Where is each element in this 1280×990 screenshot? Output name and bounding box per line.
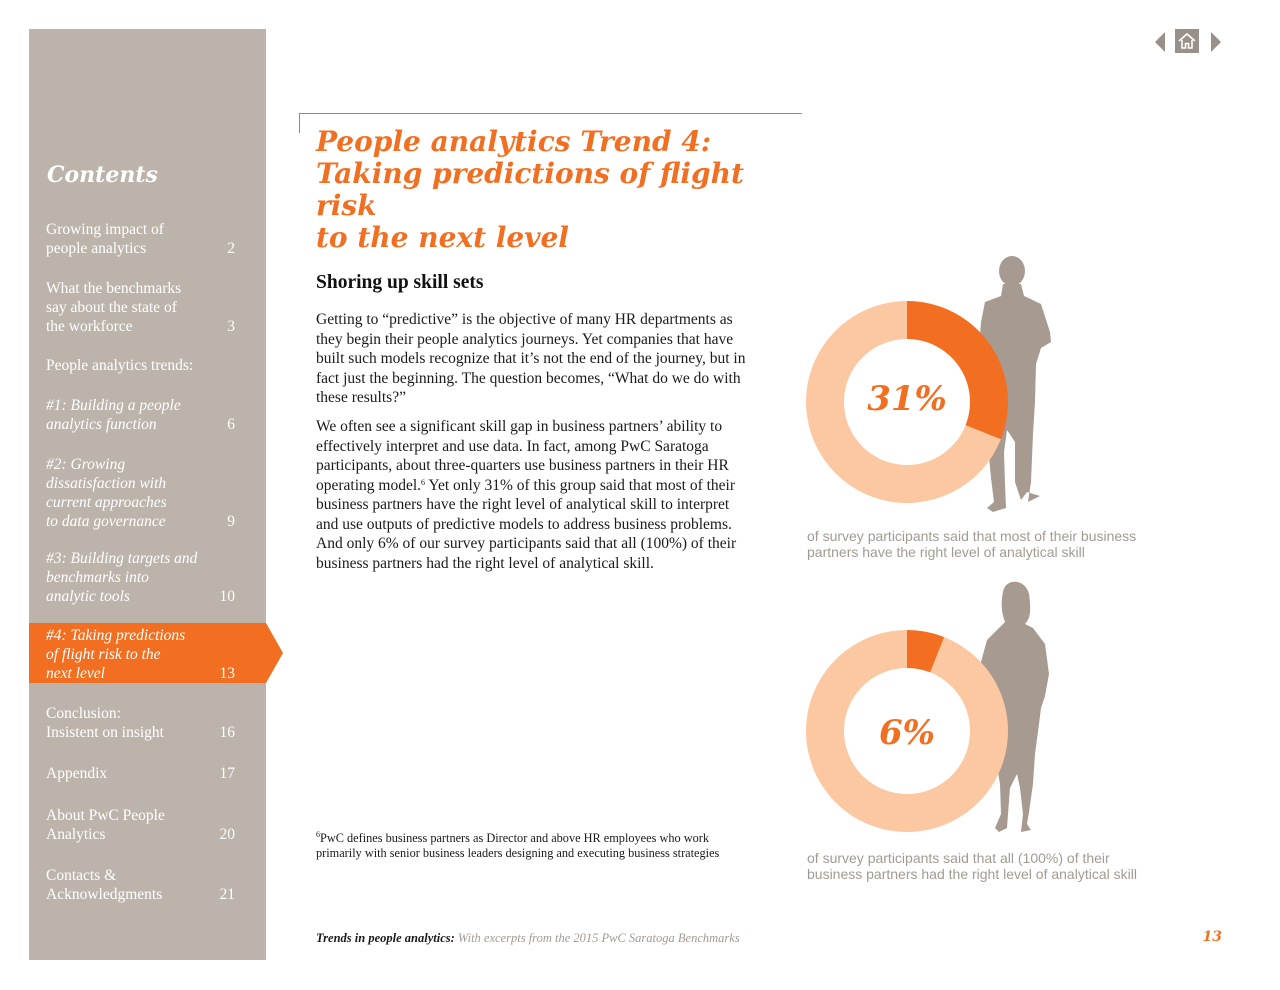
toc-item[interactable]: Conclusion: Insistent on insight 16 xyxy=(29,704,266,742)
footer-subtitle: With excerpts from the 2015 PwC Saratoga… xyxy=(454,931,740,945)
toc-item-label: What the benchmarks say about the state … xyxy=(46,280,182,335)
contents-title: Contents xyxy=(47,162,158,188)
toc-item[interactable]: What the benchmarks say about the state … xyxy=(29,279,266,336)
toc-item[interactable]: About PwC People Analytics 20 xyxy=(29,806,266,844)
footer: Trends in people analytics: With excerpt… xyxy=(316,931,740,946)
toc-item-label: About PwC People Analytics xyxy=(46,807,165,843)
home-icon[interactable] xyxy=(1175,29,1199,53)
stat-value-label: 31% xyxy=(867,379,947,419)
donut-value-segment xyxy=(907,301,1008,440)
toc-item[interactable]: Growing impact of people analytics 2 xyxy=(29,220,266,258)
title-rule xyxy=(299,113,802,114)
toc-item-page: 16 xyxy=(219,724,236,741)
footnote-number: 6 xyxy=(316,830,320,839)
toc-item-page: 13 xyxy=(219,665,236,682)
stat-figure-1: 31% xyxy=(806,256,1051,512)
toc-item-label: Contacts & Acknowledgments xyxy=(46,867,163,903)
toc-item-page: 17 xyxy=(219,765,236,782)
page-number: 13 xyxy=(1202,929,1222,945)
toc-item-page: 10 xyxy=(219,588,236,605)
toc-active-highlight xyxy=(29,623,266,683)
body-paragraph-2-part-b: Yet only 31% of this group said that mos… xyxy=(316,476,737,572)
toc-item[interactable]: #1: Building a people analytics function… xyxy=(29,396,266,434)
man-silhouette-icon xyxy=(979,256,1051,512)
stat-caption-2: of survey participants said that all (10… xyxy=(807,850,1137,882)
toc-item-page: 6 xyxy=(227,416,235,433)
footnote: 6PwC defines business partners as Direct… xyxy=(316,831,736,861)
sidebar: Contents xyxy=(29,29,266,960)
toc-item-page: 20 xyxy=(219,826,236,843)
toc-item-page: 3 xyxy=(227,318,235,335)
body-paragraph-2: We often see a significant skill gap in … xyxy=(316,417,748,573)
toc-item-label: Conclusion: Insistent on insight xyxy=(46,705,164,741)
stat-caption-1: of survey participants said that most of… xyxy=(807,528,1137,560)
title-rule-vertical xyxy=(299,113,300,133)
toc-item[interactable]: People analytics trends: xyxy=(29,356,266,375)
toc-item-label: #2: Growing dissatisfaction with current… xyxy=(46,456,167,530)
donut-remainder-segment xyxy=(806,630,1008,832)
stat-value-label: 6% xyxy=(879,713,935,753)
section-heading: Shoring up skill sets xyxy=(316,272,484,293)
footer-title: Trends in people analytics: xyxy=(316,931,455,945)
toc-item-page: 21 xyxy=(219,886,236,903)
toc-item-label: #1: Building a people analytics function xyxy=(46,397,181,433)
body-paragraph-1: Getting to “predictive” is the objective… xyxy=(316,311,746,406)
toc-item-label: Appendix xyxy=(46,765,108,782)
toc-item[interactable]: Contacts & Acknowledgments 21 xyxy=(29,866,266,904)
donut-value-segment xyxy=(907,630,945,673)
footnote-text: PwC defines business partners as Directo… xyxy=(316,831,720,860)
body-paragraph-2-part-a: We often see a significant skill gap in … xyxy=(316,418,729,494)
toc-item[interactable]: #3: Building targets and benchmarks into… xyxy=(29,549,266,606)
toc-item-label: People analytics trends: xyxy=(46,357,194,374)
footnote-reference: 6 xyxy=(421,477,426,487)
toc-item-label: #3: Building targets and benchmarks into… xyxy=(46,550,198,605)
toc-active-arrow-icon xyxy=(266,623,283,683)
triangle-left-icon[interactable] xyxy=(1155,32,1165,52)
page-title: People analytics Trend 4: Taking predict… xyxy=(316,125,744,254)
donut-remainder-segment xyxy=(806,301,1001,503)
toc-item[interactable]: #2: Growing dissatisfaction with current… xyxy=(29,455,266,531)
toc-item-active[interactable]: #4: Taking predictions of flight risk to… xyxy=(29,626,266,683)
toc-item-page: 2 xyxy=(227,240,235,257)
triangle-right-icon[interactable] xyxy=(1211,32,1221,52)
toc-item-label: Growing impact of people analytics xyxy=(46,221,164,257)
toc-item-label: #4: Taking predictions of flight risk to… xyxy=(46,627,186,682)
toc-item[interactable]: Appendix 17 xyxy=(29,764,266,783)
stat-figure-2: 6% xyxy=(806,581,1049,832)
toc-item-page: 9 xyxy=(227,513,235,530)
page-navigation xyxy=(1153,29,1225,55)
